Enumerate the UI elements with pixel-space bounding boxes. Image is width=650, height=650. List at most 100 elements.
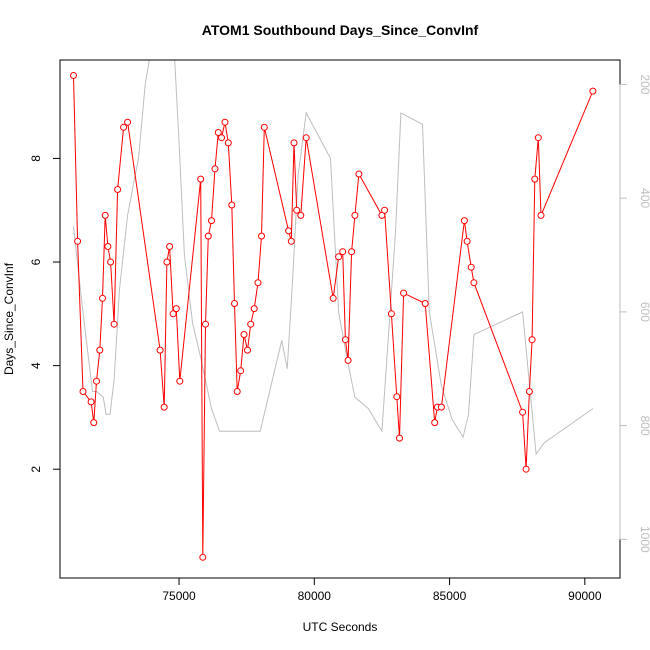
data-point xyxy=(351,211,359,219)
data-point xyxy=(258,232,265,240)
data-point xyxy=(107,258,115,266)
data-point xyxy=(250,305,258,313)
y-axis-label: Days_Since_ConvInf xyxy=(2,262,16,375)
data-point xyxy=(460,217,468,225)
data-point xyxy=(290,139,298,147)
data-point xyxy=(231,300,238,307)
data-point xyxy=(589,87,597,95)
data-point xyxy=(437,403,445,411)
data-point xyxy=(172,305,180,313)
data-point xyxy=(90,419,98,427)
right-y-tick-label: 600 xyxy=(638,302,650,322)
x-tick-label: 80000 xyxy=(298,589,332,603)
y-tick-label: 8 xyxy=(29,155,43,162)
y-axis: 2 4 6 8 xyxy=(29,155,61,473)
data-point xyxy=(79,388,87,395)
x-axis: 75000 80000 85000 90000 xyxy=(162,577,602,603)
y-tick-label: 4 xyxy=(29,362,43,369)
data-point xyxy=(522,465,530,473)
data-point xyxy=(421,300,429,307)
data-point xyxy=(285,227,293,235)
x-tick-label: 75000 xyxy=(162,589,196,603)
data-point xyxy=(339,248,347,256)
data-point xyxy=(237,367,245,375)
data-point xyxy=(176,377,184,385)
data-point xyxy=(244,346,251,354)
data-point xyxy=(381,206,389,214)
data-point xyxy=(302,134,310,142)
data-point xyxy=(329,294,337,302)
data-point xyxy=(387,310,395,318)
data-point xyxy=(228,201,236,209)
secondary-series xyxy=(73,60,594,456)
data-point xyxy=(396,434,403,442)
data-point xyxy=(254,279,262,287)
data-point xyxy=(293,206,301,214)
right-y-tick-label: 800 xyxy=(638,416,650,436)
x-tick-label: 90000 xyxy=(568,589,602,603)
data-point xyxy=(537,211,545,219)
data-point xyxy=(233,388,241,395)
data-point xyxy=(166,243,174,250)
right-y-tick-label: 1000 xyxy=(638,526,650,553)
data-point xyxy=(197,175,205,183)
data-point xyxy=(169,310,177,318)
data-point xyxy=(199,553,207,561)
data-point xyxy=(467,263,475,271)
data-point xyxy=(355,170,363,178)
data-point xyxy=(534,134,542,142)
data-point xyxy=(393,393,401,401)
data-point xyxy=(160,403,168,411)
data-point xyxy=(218,134,225,142)
data-point xyxy=(221,118,229,126)
data-point xyxy=(287,237,295,245)
primary-series xyxy=(70,72,597,561)
data-point xyxy=(99,294,106,302)
data-point xyxy=(297,211,305,219)
data-point xyxy=(525,388,533,395)
chart-title: ATOM1 Southbound Days_Since_ConvInf xyxy=(202,22,479,38)
data-point xyxy=(341,336,349,344)
data-point xyxy=(531,175,539,183)
data-point xyxy=(96,346,104,354)
data-point xyxy=(156,346,164,354)
x-axis-label: UTC Seconds xyxy=(303,620,378,634)
data-point xyxy=(214,129,222,136)
data-point xyxy=(208,217,215,225)
data-point xyxy=(348,248,356,256)
data-point xyxy=(344,356,352,364)
data-point xyxy=(211,165,219,173)
data-point xyxy=(93,377,100,385)
right-y-tick-label: 200 xyxy=(638,74,650,94)
data-point xyxy=(240,331,248,338)
data-point xyxy=(163,258,171,266)
right-y-tick-label: 400 xyxy=(638,188,650,208)
data-point xyxy=(104,243,112,250)
y-tick-label: 6 xyxy=(29,258,43,265)
right-y-axis: 200 400 600 800 1000 xyxy=(619,74,650,553)
y-tick-label: 2 xyxy=(29,466,43,473)
data-point xyxy=(247,320,255,328)
data-point xyxy=(463,237,471,245)
primary-series-line xyxy=(73,75,594,558)
data-point xyxy=(204,232,212,240)
data-point xyxy=(110,320,118,328)
data-point xyxy=(400,289,408,297)
data-point xyxy=(101,211,109,219)
data-point xyxy=(70,72,77,79)
data-point xyxy=(74,237,82,245)
data-point xyxy=(519,408,527,416)
data-point xyxy=(528,336,536,344)
secondary-series-line xyxy=(73,60,594,456)
data-point xyxy=(202,320,209,328)
data-point xyxy=(124,118,132,126)
data-point xyxy=(335,253,343,261)
data-point xyxy=(87,398,95,406)
data-point xyxy=(120,123,128,131)
x-tick-label: 85000 xyxy=(433,589,467,603)
data-point xyxy=(260,123,268,131)
data-point xyxy=(224,139,232,147)
data-point xyxy=(431,419,439,427)
data-point xyxy=(114,186,122,193)
